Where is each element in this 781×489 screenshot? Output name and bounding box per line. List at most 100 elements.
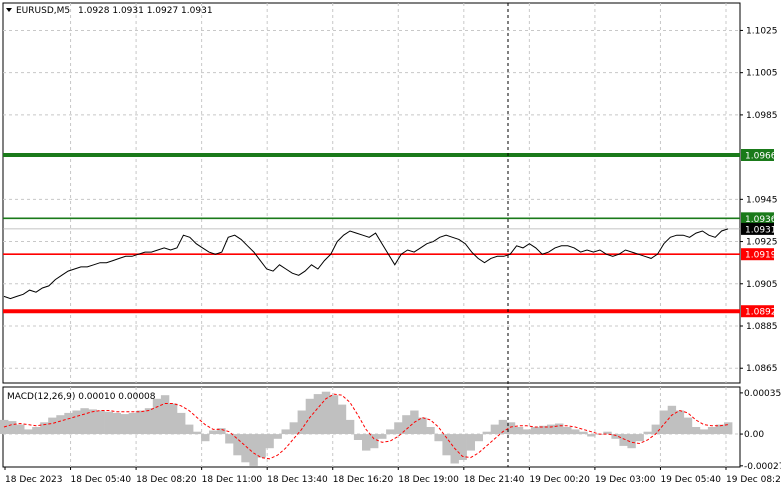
- level-badge: [741, 212, 774, 225]
- time-tick-label: 18 Dec 13:40: [267, 475, 328, 485]
- price-tick-label: 1.0945: [746, 195, 778, 205]
- macd-histogram: [0, 391, 733, 466]
- price-tick-label: 1.0905: [746, 280, 778, 290]
- macd-bar: [185, 424, 194, 434]
- macd-bar: [530, 427, 540, 435]
- macd-bar: [24, 429, 33, 435]
- macd-bar: [490, 424, 500, 434]
- price-tick-label: 1.0985: [746, 111, 778, 121]
- macd-bar: [345, 419, 355, 434]
- macd-bar: [48, 417, 57, 435]
- macd-bar: [337, 404, 347, 434]
- macd-bar: [217, 428, 226, 435]
- macd-bar: [88, 409, 97, 435]
- macd-bar: [249, 434, 258, 466]
- macd-bar: [177, 412, 186, 435]
- macd-title: MACD(12,26,9) 0.00010 0.00008: [7, 392, 156, 402]
- macd-bar: [273, 434, 282, 439]
- symbol-label: EURUSD,M5: [16, 6, 70, 16]
- price-line: [3, 228, 729, 300]
- current-price-badge: [741, 222, 774, 235]
- macd-bar: [675, 410, 685, 434]
- macd-bar: [506, 422, 516, 435]
- macd-bar: [313, 394, 323, 435]
- macd-bar: [579, 431, 588, 435]
- macd-bar: [587, 434, 596, 437]
- macd-bar: [651, 424, 660, 434]
- macd-bar: [193, 431, 202, 435]
- macd-bar: [402, 415, 411, 434]
- macd-bar: [257, 434, 266, 458]
- time-tick-label: 19 Dec 08:20: [726, 475, 781, 485]
- macd-bar: [603, 431, 612, 435]
- time-tick-label: 19 Dec 00:20: [529, 475, 590, 485]
- macd-bar: [56, 415, 65, 434]
- macd-bar: [466, 434, 475, 451]
- macd-bar: [152, 398, 162, 435]
- macd-bar: [289, 422, 298, 435]
- macd-bar: [514, 427, 524, 435]
- level-badge-label: 1.0936: [745, 215, 777, 225]
- level-badge-label: 1.0892: [745, 308, 777, 318]
- macd-bar: [571, 429, 580, 435]
- macd-bar: [386, 429, 395, 435]
- macd-bar: [370, 434, 379, 449]
- macd-bar: [104, 411, 113, 435]
- macd-bar: [362, 434, 371, 451]
- macd-bar: [683, 417, 693, 435]
- macd-bar: [32, 427, 41, 435]
- macd-bar: [96, 410, 105, 434]
- macd-bar: [353, 434, 363, 440]
- price-panel[interactable]: [2, 2, 741, 384]
- price-tick-label: 1.0865: [746, 364, 778, 374]
- price-axis: 1.1025 1.1005 1.0985 1.0945 1.0925 1.0905 1.08…: [740, 26, 778, 374]
- macd-bar: [442, 434, 451, 456]
- macd-bar: [691, 427, 701, 435]
- macd-bar: [241, 434, 250, 463]
- macd-bar: [418, 417, 427, 435]
- symbol-dropdown-icon[interactable]: [6, 8, 12, 12]
- macd-bar: [378, 434, 387, 439]
- macd-bar: [563, 427, 572, 435]
- macd-bar: [707, 427, 717, 435]
- macd-bar: [474, 434, 483, 442]
- time-tick-label: 18 Dec 08:20: [136, 475, 197, 485]
- macd-bar: [539, 425, 548, 434]
- macd-bar: [321, 391, 331, 435]
- macd-bar: [128, 412, 138, 435]
- time-tick-label: 18 Dec 2023: [5, 475, 63, 485]
- macd-bar: [305, 398, 315, 435]
- level-badge-label: 1.0919: [745, 251, 777, 261]
- price-tick-label: 1.0885: [746, 322, 778, 332]
- macd-bar: [667, 405, 677, 434]
- macd-bar: [201, 434, 210, 442]
- level-badge-label: 1.0966: [745, 152, 777, 162]
- macd-axis: 0.00035 0.00 -0.00027: [740, 389, 781, 472]
- time-tick-label: 19 Dec 05:40: [660, 475, 721, 485]
- macd-tick-label: 0.00: [744, 430, 764, 440]
- macd-tick-label: -0.00027: [744, 462, 781, 472]
- macd-bar: [72, 410, 81, 434]
- time-tick-label: 18 Dec 16:20: [333, 475, 394, 485]
- macd-bar: [281, 429, 290, 435]
- macd-bar: [8, 421, 17, 434]
- level-badges: 1.0966 1.0936 1.0919 1.0892 1.0931: [741, 149, 777, 318]
- macd-bar: [611, 434, 620, 439]
- macd-bar: [699, 429, 709, 435]
- macd-bar: [659, 410, 668, 434]
- level-lines: [3, 153, 740, 314]
- macd-bar: [498, 419, 508, 434]
- time-axis: 18 Dec 2023 18 Dec 05:40 18 Dec 08:20 18 De…: [4, 467, 781, 485]
- macd-bar: [120, 414, 129, 435]
- macd-bar: [64, 412, 73, 435]
- level-badge: [741, 305, 774, 318]
- macd-tick-label: 0.00035: [744, 389, 781, 399]
- price-tick-label: 1.1005: [746, 69, 778, 79]
- macd-bar: [329, 395, 339, 434]
- macd-bar: [209, 430, 218, 434]
- macd-bar: [265, 434, 274, 449]
- level-badge: [741, 248, 774, 261]
- macd-bar: [547, 424, 556, 434]
- macd-bar: [643, 431, 652, 435]
